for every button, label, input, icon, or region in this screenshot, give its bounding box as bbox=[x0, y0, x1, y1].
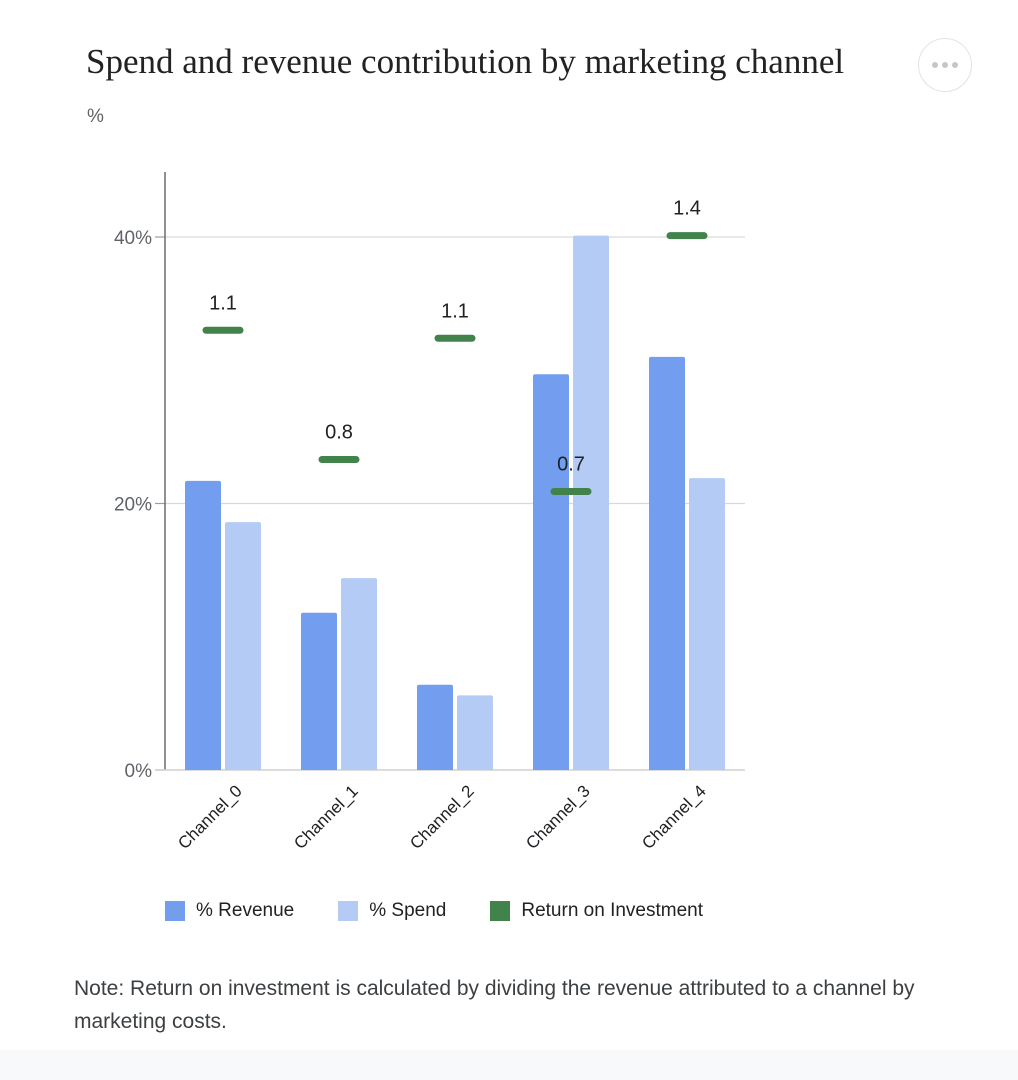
legend-swatch-spend bbox=[338, 901, 359, 921]
x-tick-label: Channel_4 bbox=[638, 781, 710, 853]
legend-item-spend: % Spend bbox=[338, 900, 446, 922]
x-tick-label: Channel_0 bbox=[174, 781, 246, 853]
chart-legend: % Revenue % Spend Return on Investment bbox=[165, 900, 747, 922]
y-tick-label: 40% bbox=[114, 228, 152, 249]
bar-spend bbox=[341, 578, 377, 770]
chart-footnote: Note: Return on investment is calculated… bbox=[74, 977, 915, 1033]
page-footer-strip bbox=[0, 1050, 1018, 1080]
x-tick-label: Channel_1 bbox=[290, 781, 362, 853]
legend-label-spend: % Spend bbox=[369, 900, 447, 921]
legend-label-revenue: % Revenue bbox=[196, 900, 295, 921]
bar-revenue bbox=[533, 374, 569, 770]
more-horizontal-icon-dot bbox=[942, 62, 948, 68]
more-horizontal-icon-dot bbox=[952, 62, 958, 68]
legend-swatch-roi bbox=[490, 901, 511, 921]
chart-title: Spend and revenue contribution by market… bbox=[86, 42, 845, 81]
more-options-button[interactable] bbox=[918, 38, 972, 92]
bar-spend bbox=[225, 522, 261, 770]
bar-spend bbox=[457, 695, 493, 770]
bar-spend bbox=[689, 478, 725, 770]
chart-card: Spend and revenue contribution by market… bbox=[74, 38, 972, 1033]
legend-item-revenue: % Revenue bbox=[165, 900, 294, 922]
roi-value-label: 1.1 bbox=[209, 292, 237, 314]
roi-value-label: 1.1 bbox=[441, 300, 469, 322]
bar-revenue bbox=[649, 356, 685, 770]
bar-revenue bbox=[185, 480, 221, 770]
bar-chart: 0% 20% 40% 1.1 Channel_0 0.8 Channel_1 1.1 Chann… bbox=[114, 172, 745, 853]
y-tick-label: 20% bbox=[114, 495, 152, 516]
bar-revenue bbox=[301, 612, 337, 770]
y-tick-label: 0% bbox=[125, 761, 153, 782]
roi-value-label: 1.4 bbox=[673, 198, 701, 220]
chart-subtitle: % bbox=[87, 106, 104, 127]
bar-spend bbox=[573, 235, 609, 771]
legend-item-roi: Return on Investment bbox=[490, 900, 703, 922]
x-tick-label: Channel_2 bbox=[406, 781, 478, 853]
more-horizontal-icon bbox=[932, 62, 938, 68]
roi-value-label: 0.7 bbox=[557, 454, 585, 476]
x-tick-label: Channel_3 bbox=[522, 781, 594, 853]
legend-label-roi: Return on Investment bbox=[521, 900, 704, 921]
roi-value-label: 0.8 bbox=[325, 422, 353, 444]
legend-swatch-revenue bbox=[165, 901, 185, 921]
bar-revenue bbox=[417, 684, 453, 770]
